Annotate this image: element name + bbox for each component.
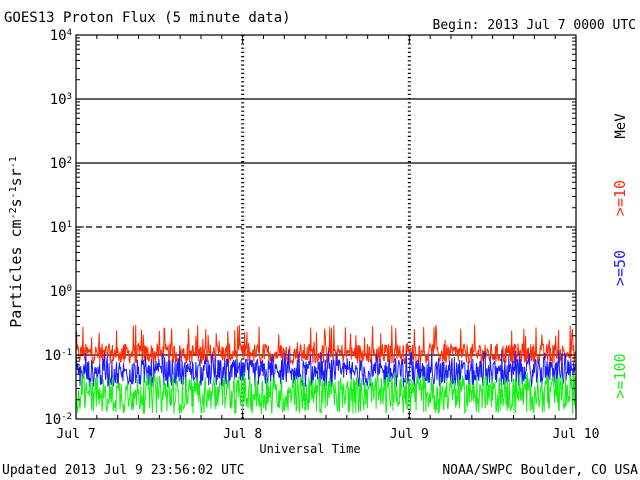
x-axis-label: Universal Time	[259, 442, 360, 456]
y-axis-label-sup1: -2	[8, 207, 19, 219]
y-axis-label-mid2: sr	[7, 168, 25, 186]
y-tick-label-5: 103	[50, 92, 72, 108]
x-tick-label-3: Jul 10	[553, 427, 600, 442]
x-tick-label-2: Jul 9	[390, 427, 429, 442]
y-tick-exp: 2	[67, 156, 72, 166]
y-axis-label-mid1: s	[7, 198, 25, 207]
x-tick-label-1: Jul 8	[223, 427, 262, 442]
series-line-1	[75, 349, 577, 388]
y-tick-label-4: 102	[50, 156, 72, 172]
credit-text: NOAA/SWPC Boulder, CO USA	[442, 463, 638, 478]
chart-title: GOES13 Proton Flux (5 minute data)	[4, 10, 291, 26]
legend: >=10 >=50 >=100 MeV	[611, 113, 629, 399]
series-line-2	[75, 371, 577, 414]
y-axis-label: Particles cm-2s-1sr-1	[7, 156, 25, 328]
y-tick-base: 10	[50, 220, 67, 236]
y-tick-label-6: 104	[50, 28, 72, 44]
y-tick-base: 10	[44, 348, 61, 364]
y-tick-base: 10	[44, 412, 61, 428]
y-tick-base: 10	[50, 156, 67, 172]
y-axis-label-sup2: -1	[8, 186, 19, 198]
y-tick-base: 10	[50, 284, 67, 300]
y-tick-exp: 4	[67, 28, 72, 38]
series-line-0	[75, 324, 577, 366]
y-tick-exp: 3	[67, 92, 72, 102]
series-group	[75, 324, 577, 414]
y-tick-exp: 1	[67, 220, 72, 230]
y-tick-label-1: 10-1	[44, 348, 72, 364]
begin-time: Begin: 2013 Jul 7 0000 UTC	[433, 18, 637, 33]
x-tick-label-0: Jul 7	[56, 427, 95, 442]
y-tick-exp: 0	[67, 284, 72, 294]
y-tick-exp: -2	[61, 412, 72, 422]
legend-entry-1: >=50	[611, 250, 629, 286]
y-tick-label-2: 100	[50, 284, 72, 300]
y-tick-exp: -1	[61, 348, 72, 358]
y-tick-base: 10	[50, 28, 67, 44]
updated-time: Updated 2013 Jul 9 23:56:02 UTC	[2, 463, 245, 478]
legend-unit: MeV	[613, 113, 629, 139]
legend-entry-0: >=10	[611, 180, 629, 216]
y-axis-label-sup3: -1	[8, 156, 19, 168]
y-tick-label-0: 10-2	[44, 412, 72, 428]
y-axis-label-base: Particles cm	[7, 219, 25, 327]
axes	[75, 34, 577, 420]
x-tick-labels: Jul 7 Jul 8 Jul 9 Jul 10	[56, 427, 599, 442]
y-tick-label-3: 101	[50, 220, 72, 236]
legend-entry-2: >=100	[611, 353, 629, 398]
y-tick-base: 10	[50, 92, 67, 108]
